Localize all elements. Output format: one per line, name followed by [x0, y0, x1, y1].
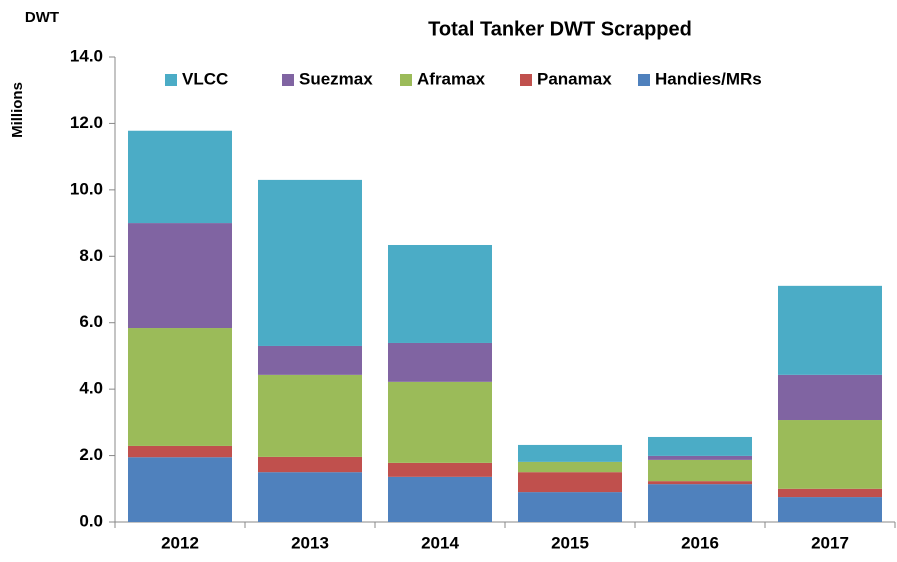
- bar-segment: [778, 420, 882, 489]
- bar-segment: [388, 476, 492, 522]
- bar-segment: [128, 457, 232, 522]
- legend-swatch: [400, 74, 412, 86]
- bar-segment: [258, 472, 362, 522]
- unit-label: DWT: [25, 9, 59, 26]
- y-tick-label: 8.0: [79, 246, 103, 265]
- bar-segment: [518, 472, 622, 493]
- x-tick-label: 2016: [681, 533, 719, 552]
- bar-segment: [648, 459, 752, 482]
- bar-segment: [128, 445, 232, 458]
- bar-segment: [518, 444, 622, 462]
- bar-segment: [518, 461, 622, 473]
- legend-label: Handies/MRs: [655, 69, 762, 88]
- chart-title: Total Tanker DWT Scrapped: [428, 18, 692, 40]
- bar-segment: [388, 381, 492, 463]
- bar-segment: [648, 455, 752, 460]
- bar-segment: [778, 488, 882, 498]
- x-tick-label: 2012: [161, 533, 199, 552]
- bar-segment: [128, 130, 232, 224]
- y-tick-label: 10.0: [70, 179, 103, 198]
- bar-segment: [778, 285, 882, 375]
- bar-segment: [648, 481, 752, 485]
- x-tick-label: 2015: [551, 533, 589, 552]
- bar-segment: [388, 244, 492, 343]
- legend-swatch: [638, 74, 650, 86]
- bar-segment: [648, 436, 752, 456]
- legend-swatch: [520, 74, 532, 86]
- y-tick-label: 2.0: [79, 445, 103, 464]
- legend-label: VLCC: [182, 69, 228, 88]
- bar-segment: [258, 345, 362, 375]
- y-tick-label: 14.0: [70, 46, 103, 65]
- bar-segment: [388, 462, 492, 477]
- y-tick-label: 6.0: [79, 312, 103, 331]
- x-tick-label: 2014: [421, 533, 459, 552]
- y-tick-label: 4.0: [79, 379, 103, 398]
- x-tick-label: 2017: [811, 533, 849, 552]
- bar-segment: [128, 223, 232, 329]
- bar-segment: [648, 484, 752, 522]
- bar-segment: [258, 374, 362, 457]
- y-axis-label: Millions: [9, 82, 26, 138]
- bar-segment: [258, 456, 362, 473]
- legend-swatch: [282, 74, 294, 86]
- bar-segment: [778, 374, 882, 421]
- bar-segment: [778, 497, 882, 522]
- legend-swatch: [165, 74, 177, 86]
- x-tick-label: 2013: [291, 533, 329, 552]
- bar-segment: [128, 328, 232, 446]
- legend-label: Panamax: [537, 69, 612, 88]
- y-tick-label: 0.0: [79, 511, 103, 530]
- bar-segment: [258, 179, 362, 346]
- legend-label: Aframax: [417, 69, 486, 88]
- y-tick-label: 12.0: [70, 113, 103, 132]
- bar-segment: [518, 492, 622, 522]
- legend-label: Suezmax: [299, 69, 373, 88]
- bar-segment: [388, 342, 492, 382]
